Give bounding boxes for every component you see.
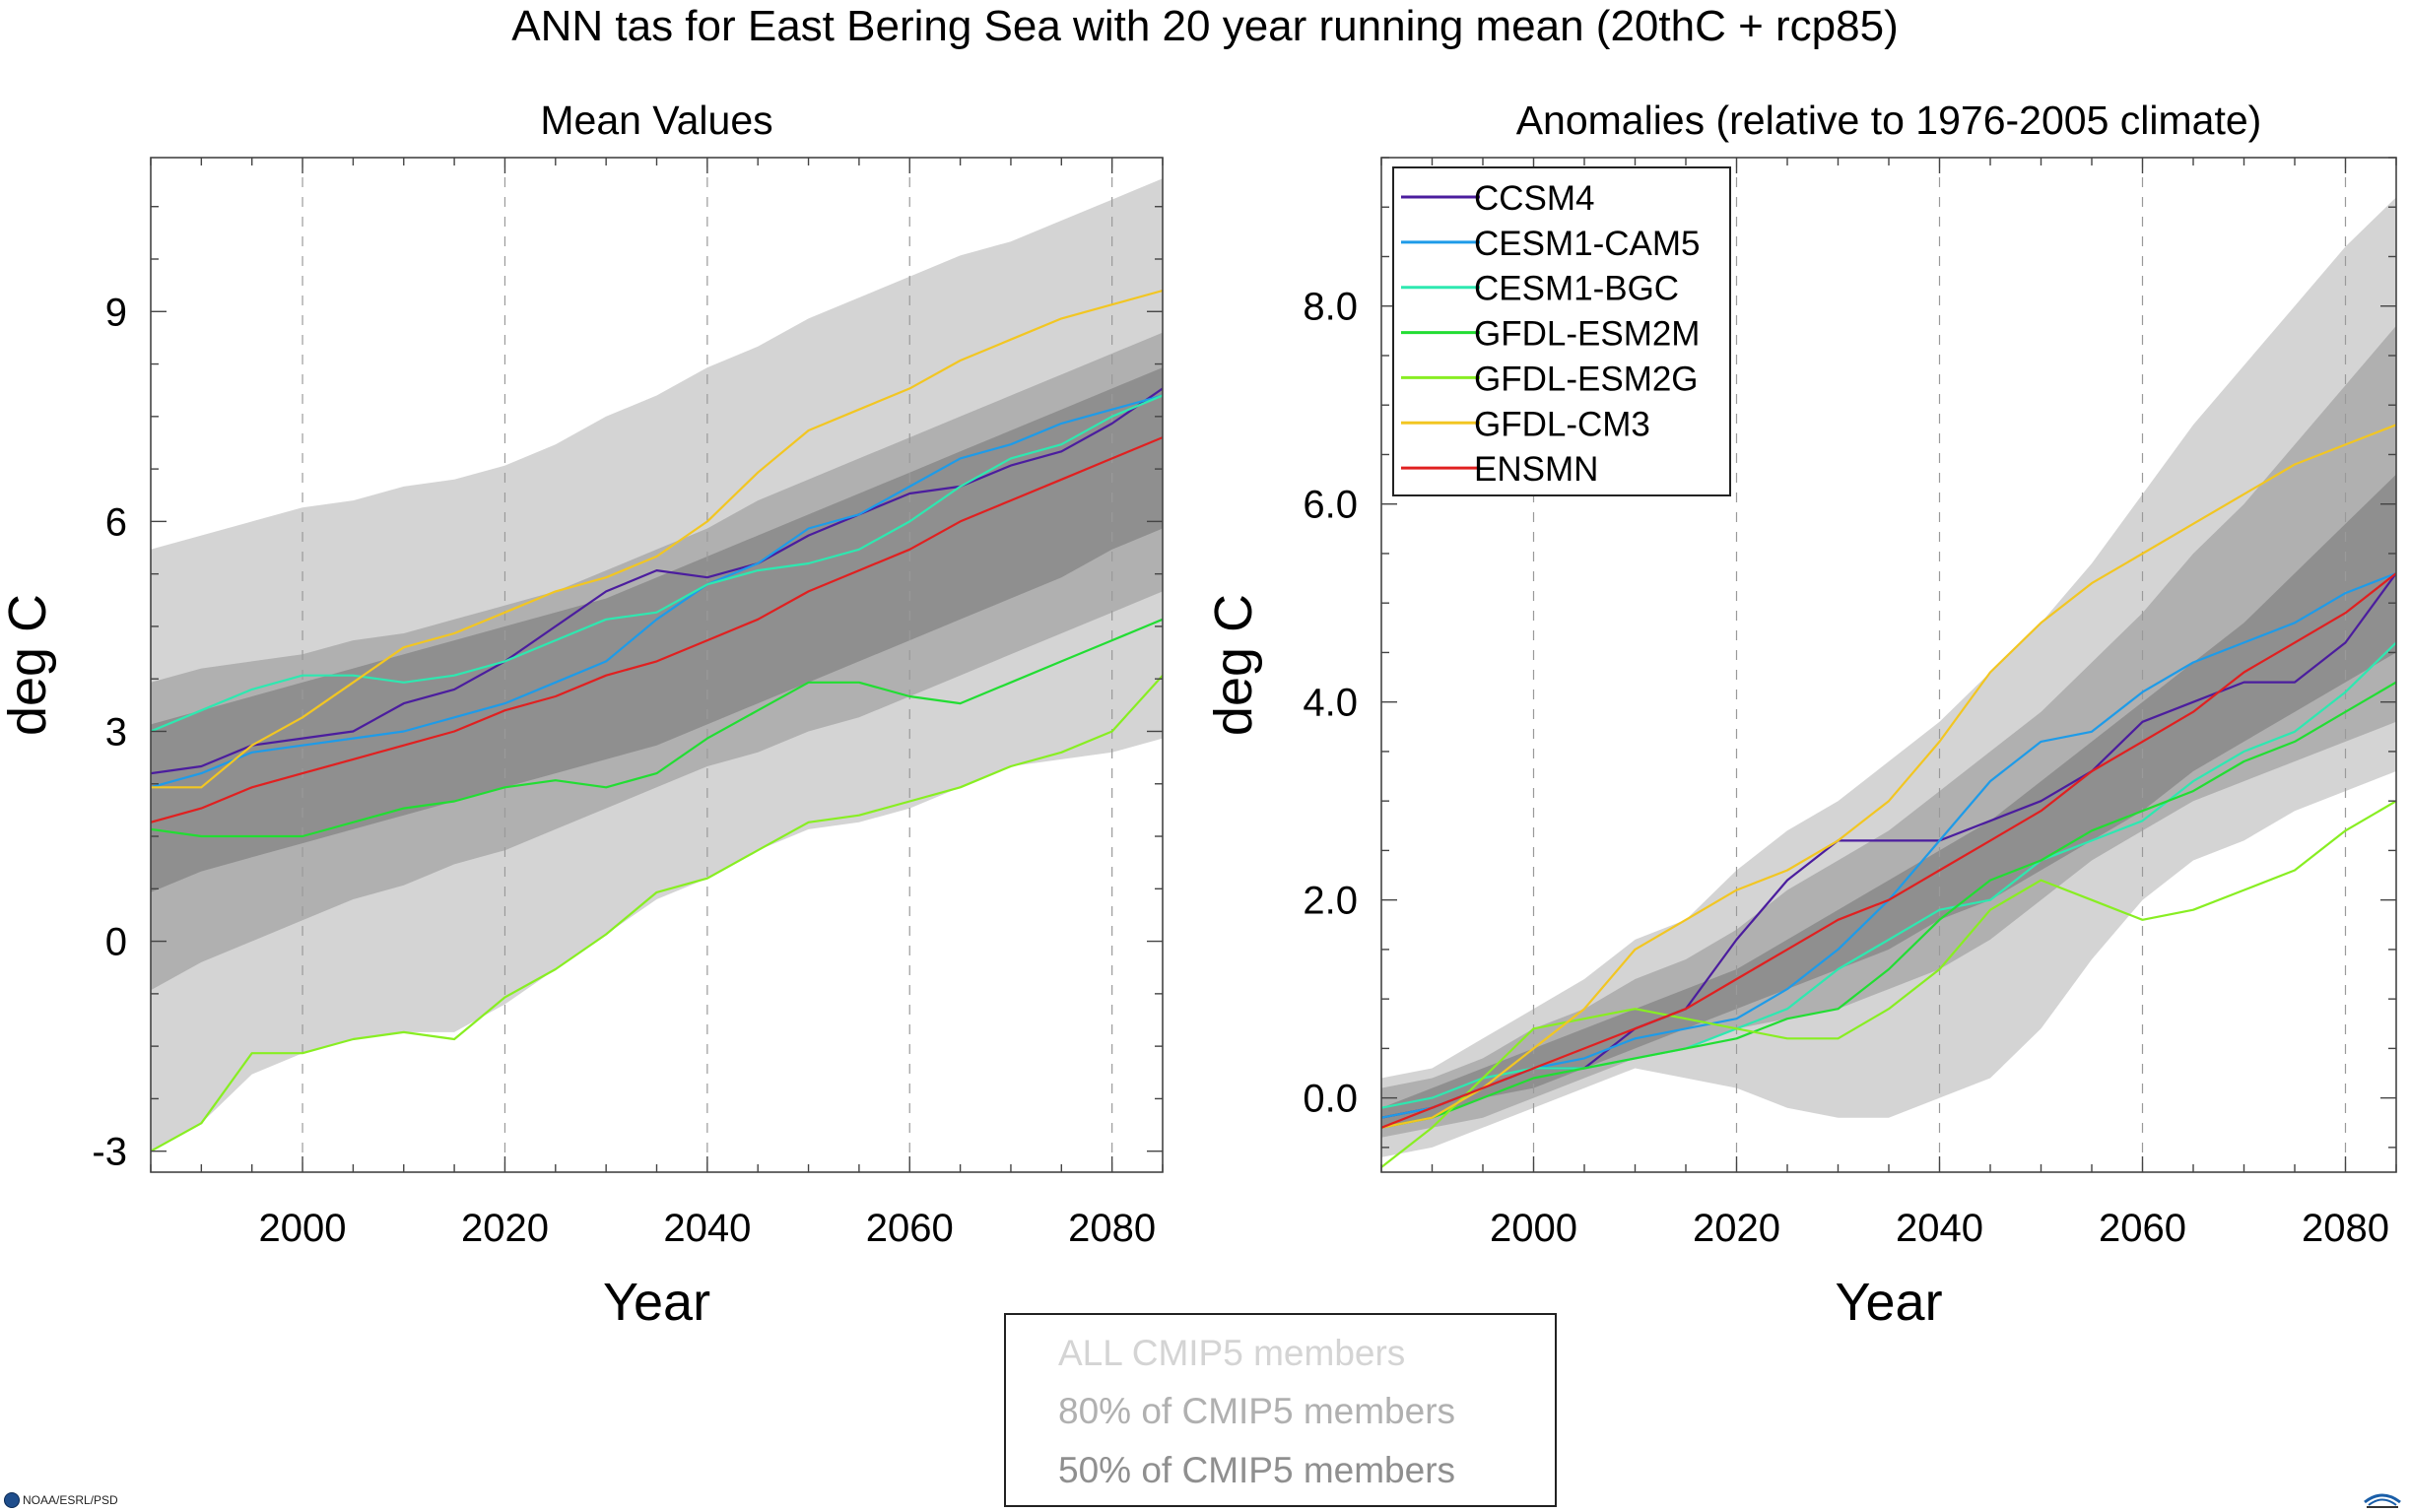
cires-logo-icon — [2364, 1493, 2401, 1508]
x-tick-label: 2000 — [259, 1207, 347, 1250]
x-tick-label: 2040 — [1896, 1207, 1983, 1250]
legend-label-gfdl-esm2m: GFDL-ESM2M — [1474, 315, 1700, 354]
x-axis-label: Year — [1835, 1273, 1942, 1332]
x-tick-label: 2080 — [2302, 1207, 2389, 1250]
noaa-logo-icon — [4, 1492, 20, 1508]
legend-label-ensmn: ENSMN — [1474, 450, 1598, 489]
series-legend: CCSM4 CESM1-CAM5 CESM1-BGC GFDL-ESM2M GFDL-E… — [1392, 166, 1731, 496]
series-cesm1-bgc — [151, 394, 1163, 733]
x-tick-label: 2060 — [2099, 1207, 2186, 1250]
figure-title: ANN tas for East Bering Sea with 20 year… — [511, 2, 1899, 50]
noaa-credit: NOAA/ESRL/PSD — [4, 1492, 118, 1508]
panel-title: Anomalies (relative to 1976-2005 climate… — [1516, 98, 2262, 143]
series-gfdl-esm2g — [1381, 800, 2396, 1168]
noaa-credit-text: NOAA/ESRL/PSD — [23, 1493, 118, 1507]
mean-values-panel: 2000 2020 2040 2060 2080 -3 0 3 6 9 Mean Values Yea… — [0, 98, 1164, 1332]
band-legend-50: 50% of CMIP5 members — [1058, 1450, 1456, 1490]
x-tick-label: 2020 — [461, 1207, 549, 1250]
y-axis-label: deg C — [0, 594, 57, 736]
y-tick-label: 0 — [105, 921, 127, 964]
x-tick-label: 2020 — [1693, 1207, 1780, 1250]
plot-area — [151, 158, 1163, 1172]
series-cesm1-cam5 — [151, 394, 1163, 789]
y-tick-label: -3 — [92, 1131, 127, 1174]
series-ensmn — [151, 436, 1163, 823]
x-tick-label: 2040 — [663, 1207, 751, 1250]
legend-label-cesm1-cam5: CESM1-CAM5 — [1474, 225, 1700, 263]
legend-label-gfdl-cm3: GFDL-CM3 — [1474, 405, 1650, 443]
x-tick-label: 2060 — [866, 1207, 954, 1250]
band-legend-all: ALL CMIP5 members — [1058, 1333, 1406, 1373]
y-tick-label: 8.0 — [1303, 286, 1358, 329]
series-ensmn — [1381, 572, 2396, 1129]
series-gfdl-cm3 — [151, 289, 1163, 789]
y-axis-label: deg C — [1204, 594, 1263, 736]
series-gfdl-esm2g — [151, 674, 1163, 1152]
series-gfdl-esm2m — [151, 618, 1163, 838]
x-axis-label: Year — [603, 1273, 710, 1332]
series-ccsm4 — [151, 387, 1163, 775]
band-legend-80: 80% of CMIP5 members — [1058, 1391, 1456, 1431]
plot-area — [1381, 158, 2396, 1172]
x-tick-label: 2080 — [1068, 1207, 1156, 1250]
series-gfdl-cm3 — [1381, 424, 2396, 1129]
series-gfdl-esm2m — [1381, 681, 2396, 1129]
x-tick-label: 2000 — [1490, 1207, 1577, 1250]
anomalies-panel: 2000 2020 2040 2060 2080 0.0 2.0 4.0 6.0 8.0 Anoma… — [1204, 98, 2397, 1332]
y-tick-label: 2.0 — [1303, 880, 1358, 923]
y-tick-label: 3 — [105, 710, 127, 754]
y-tick-label: 0.0 — [1303, 1078, 1358, 1121]
panel-title: Mean Values — [540, 98, 772, 143]
y-tick-label: 9 — [105, 291, 127, 334]
y-tick-label: 6.0 — [1303, 484, 1358, 527]
legend-label-gfdl-esm2g: GFDL-ESM2G — [1474, 360, 1699, 398]
y-tick-label: 6 — [105, 500, 127, 544]
band-legend: ALL CMIP5 members 80% of CMIP5 members 5… — [1004, 1313, 1557, 1507]
series-cesm1-bgc — [1381, 641, 2396, 1109]
legend-label-cesm1-bgc: CESM1-BGC — [1474, 270, 1679, 308]
legend-label-ccsm4: CCSM4 — [1474, 179, 1595, 218]
y-tick-label: 4.0 — [1303, 682, 1358, 725]
